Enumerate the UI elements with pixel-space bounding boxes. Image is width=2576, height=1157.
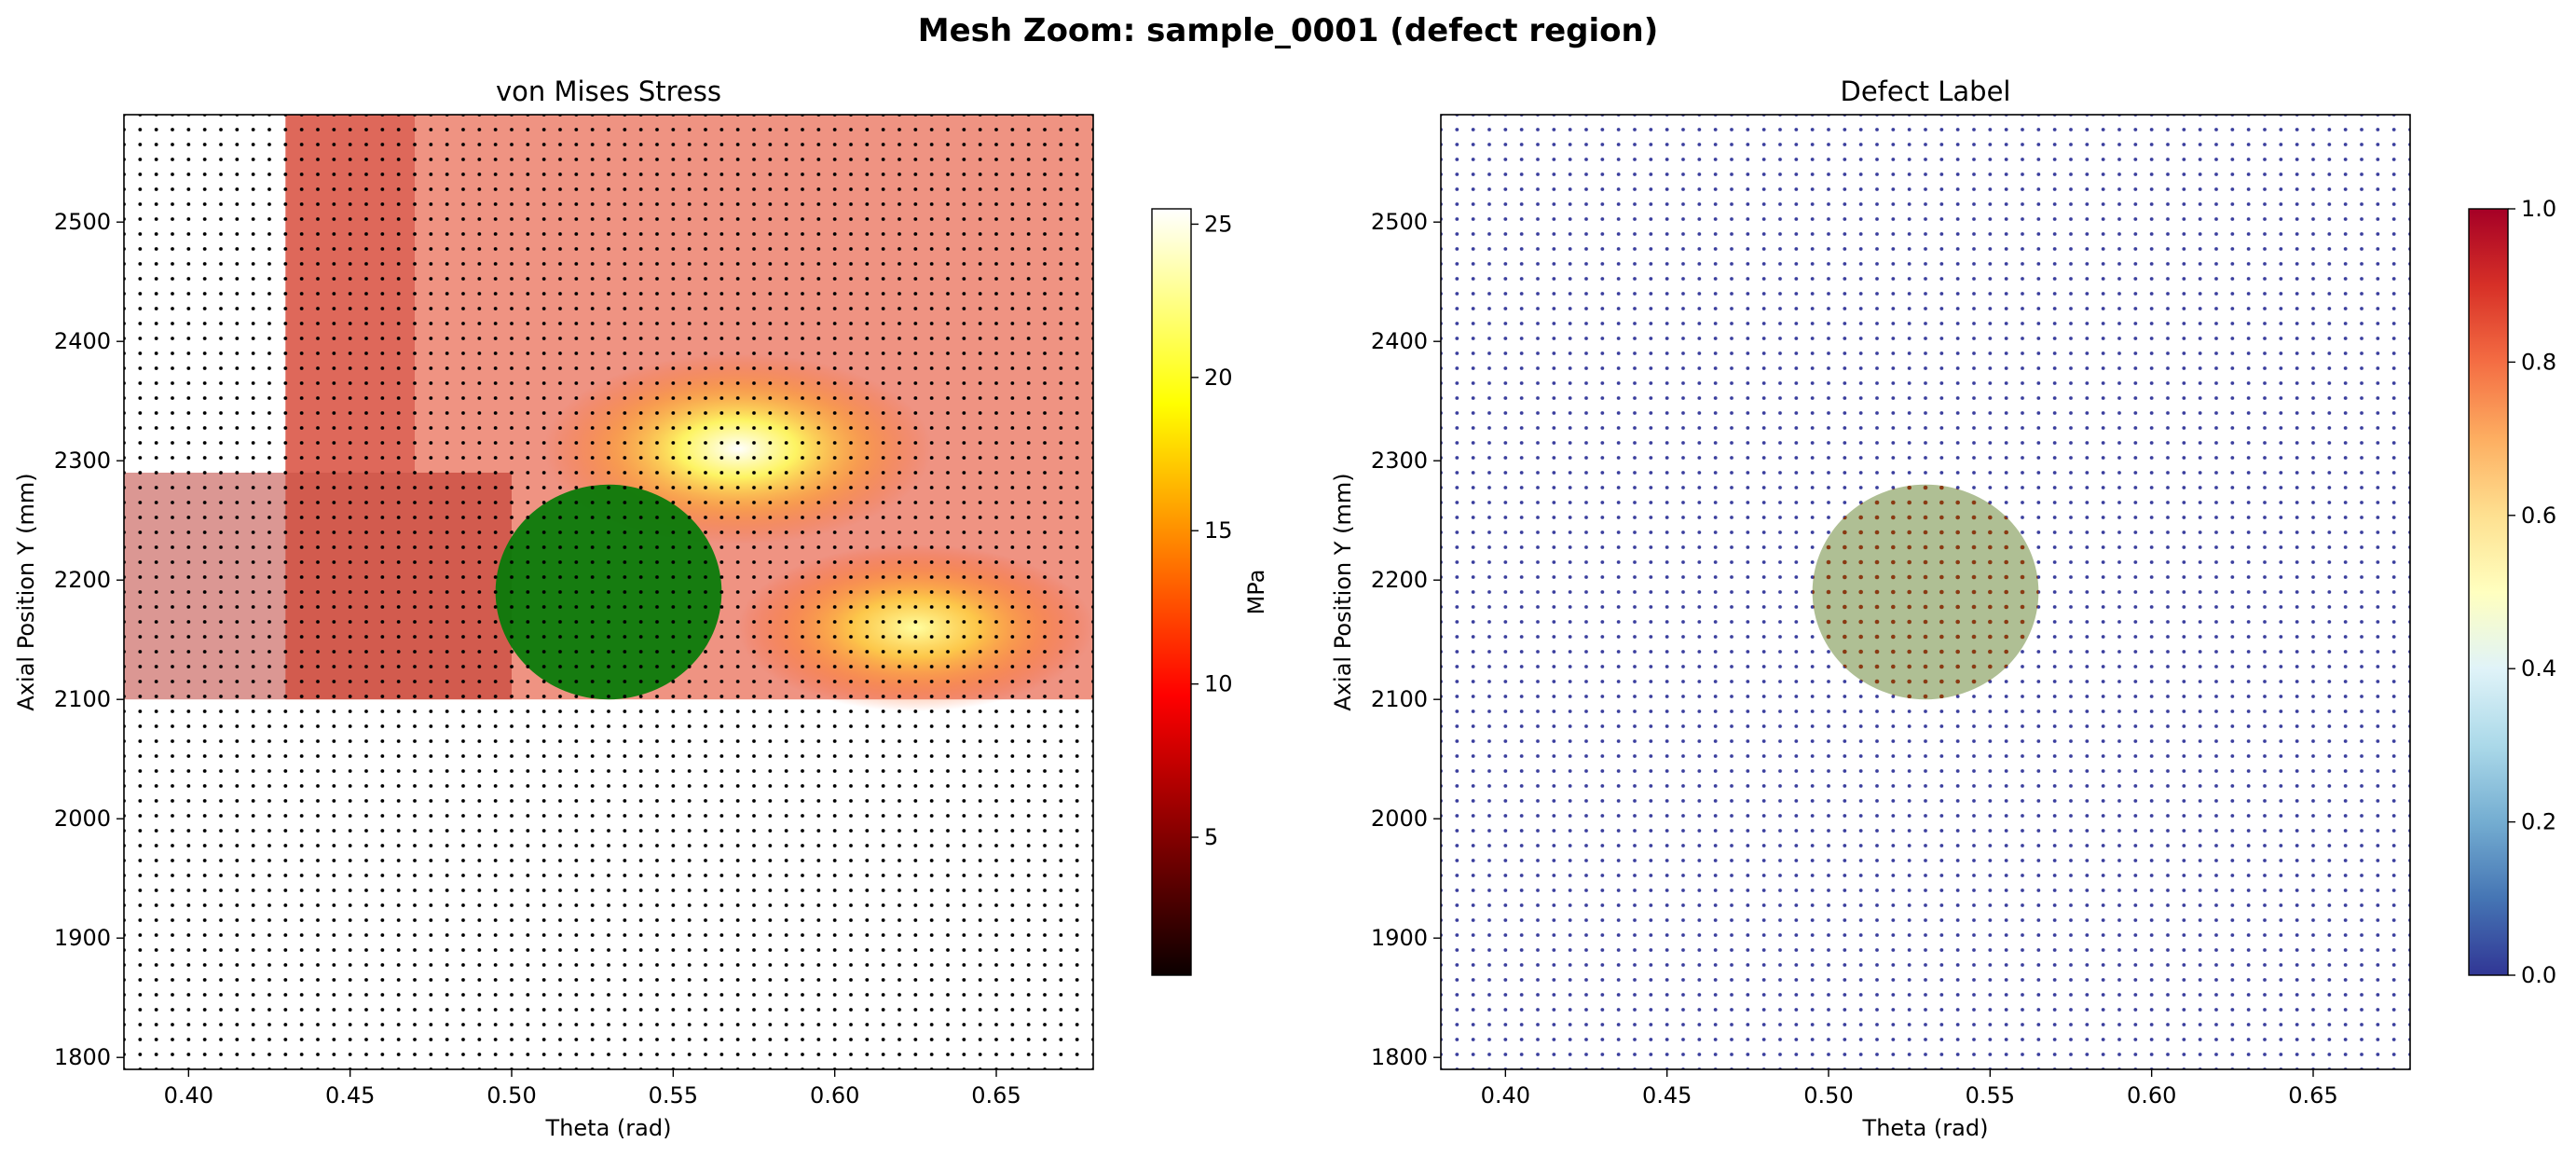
defect-y-tick-label: 1900 (1371, 925, 1428, 951)
stress-x-tick-label: 0.50 (486, 1082, 536, 1109)
stress-colorbar-gradient (1151, 208, 1192, 976)
defect-x-tick-label: 0.40 (1481, 1082, 1530, 1109)
defect-y-tick-label: 2200 (1371, 567, 1428, 593)
stress-x-tick-label: 0.45 (325, 1082, 375, 1109)
defect-y-tick-label: 2000 (1371, 806, 1428, 832)
stress-y-tick-label: 1900 (54, 925, 111, 951)
stress-x-tick-label: 0.40 (164, 1082, 213, 1109)
stress-y-tick-label: 2500 (54, 209, 111, 235)
defect-y-tick-label: 2400 (1371, 328, 1428, 354)
stress-y-tick-label: 2100 (54, 686, 111, 712)
defect-y-tick-label: 2100 (1371, 686, 1428, 712)
stress-colorbar-tick-label: 20 (1204, 365, 1233, 391)
defect-y-tick-label: 2300 (1371, 448, 1428, 474)
defect-y-tick-label: 2500 (1371, 209, 1428, 235)
defect-colorbar-tick-label: 1.0 (2521, 196, 2556, 222)
defect-x-tick-label: 0.50 (1803, 1082, 1853, 1109)
stress-colorbar-tick-label: 10 (1204, 671, 1233, 697)
stress-y-tick-label: 1800 (54, 1044, 111, 1070)
stress-y-tick-label: 2200 (54, 567, 111, 593)
stress-colorbar-tick-label: 25 (1204, 211, 1233, 237)
stress-y-ticks: 1800 1900 2000 2100 2200 2300 2400 2500 (54, 209, 124, 1070)
stress-plot-frame (123, 114, 1094, 1070)
defect-x-ticks: 0.40 0.45 0.50 0.55 0.60 0.65 (1481, 1069, 2338, 1109)
stress-x-axis-label: Theta (rad) (545, 1115, 672, 1141)
figure-suptitle: Mesh Zoom: sample_0001 (defect region) (918, 12, 1658, 49)
stress-panel-title: von Mises Stress (496, 76, 721, 107)
stress-panel: von Mises Stress 0.40 0.45 0.50 0.55 0.60 0.6… (13, 76, 1094, 1141)
defect-panel-title: Defect Label (1841, 76, 2011, 107)
defect-panel: Defect Label 0.40 0.45 0.50 0.55 0.60 0.65 18… (1330, 76, 2411, 1141)
stress-y-axis-label: Axial Position Y (mm) (13, 473, 39, 710)
stress-y-tick-label: 2300 (54, 448, 111, 474)
stress-x-tick-label: 0.55 (649, 1082, 698, 1109)
defect-colorbar: 0.0 0.2 0.4 0.6 0.8 1.0 (2468, 196, 2556, 988)
stress-colorbar-tick-label: 5 (1204, 824, 1218, 850)
stress-colorbar-ticks: 5 10 15 20 25 (1191, 211, 1233, 850)
defect-colorbar-tick-label: 0.0 (2521, 962, 2556, 988)
defect-x-tick-label: 0.65 (2288, 1082, 2337, 1109)
defect-mesh-points (1441, 115, 2410, 1069)
stress-colorbar-label: MPa (1243, 570, 1269, 615)
stress-x-tick-label: 0.65 (971, 1082, 1021, 1109)
defect-x-tick-label: 0.60 (2127, 1082, 2176, 1109)
stress-colorbar-tick-label: 15 (1204, 517, 1233, 544)
defect-colorbar-gradient (2468, 208, 2509, 976)
defect-colorbar-tick-label: 0.4 (2521, 655, 2556, 682)
stress-y-tick-label: 2400 (54, 328, 111, 354)
stress-x-tick-label: 0.60 (810, 1082, 859, 1109)
defect-x-axis-label: Theta (rad) (1862, 1115, 1989, 1141)
defect-colorbar-tick-label: 0.8 (2521, 349, 2556, 375)
defect-plot-frame (1440, 114, 2411, 1070)
defect-x-tick-label: 0.55 (1966, 1082, 2015, 1109)
defect-colorbar-tick-label: 0.6 (2521, 503, 2556, 529)
defect-colorbar-ticks: 0.0 0.2 0.4 0.6 0.8 1.0 (2508, 196, 2556, 988)
stress-colorbar: 5 10 15 20 25 MPa (1151, 208, 1269, 976)
stress-x-ticks: 0.40 0.45 0.50 0.55 0.60 0.65 (164, 1069, 1021, 1109)
defect-colorbar-tick-label: 0.2 (2521, 809, 2556, 835)
defect-y-tick-label: 1800 (1371, 1044, 1428, 1070)
defect-y-ticks: 1800 1900 2000 2100 2200 2300 2400 2500 (1371, 209, 1441, 1070)
stress-mesh-node-grid (124, 115, 1093, 1069)
stress-y-tick-label: 2000 (54, 806, 111, 832)
stress-mesh-points (124, 115, 1093, 1069)
defect-y-axis-label: Axial Position Y (mm) (1330, 473, 1356, 710)
defect-x-tick-label: 0.45 (1642, 1082, 1692, 1109)
defect-mesh-nodes (1812, 484, 2039, 700)
